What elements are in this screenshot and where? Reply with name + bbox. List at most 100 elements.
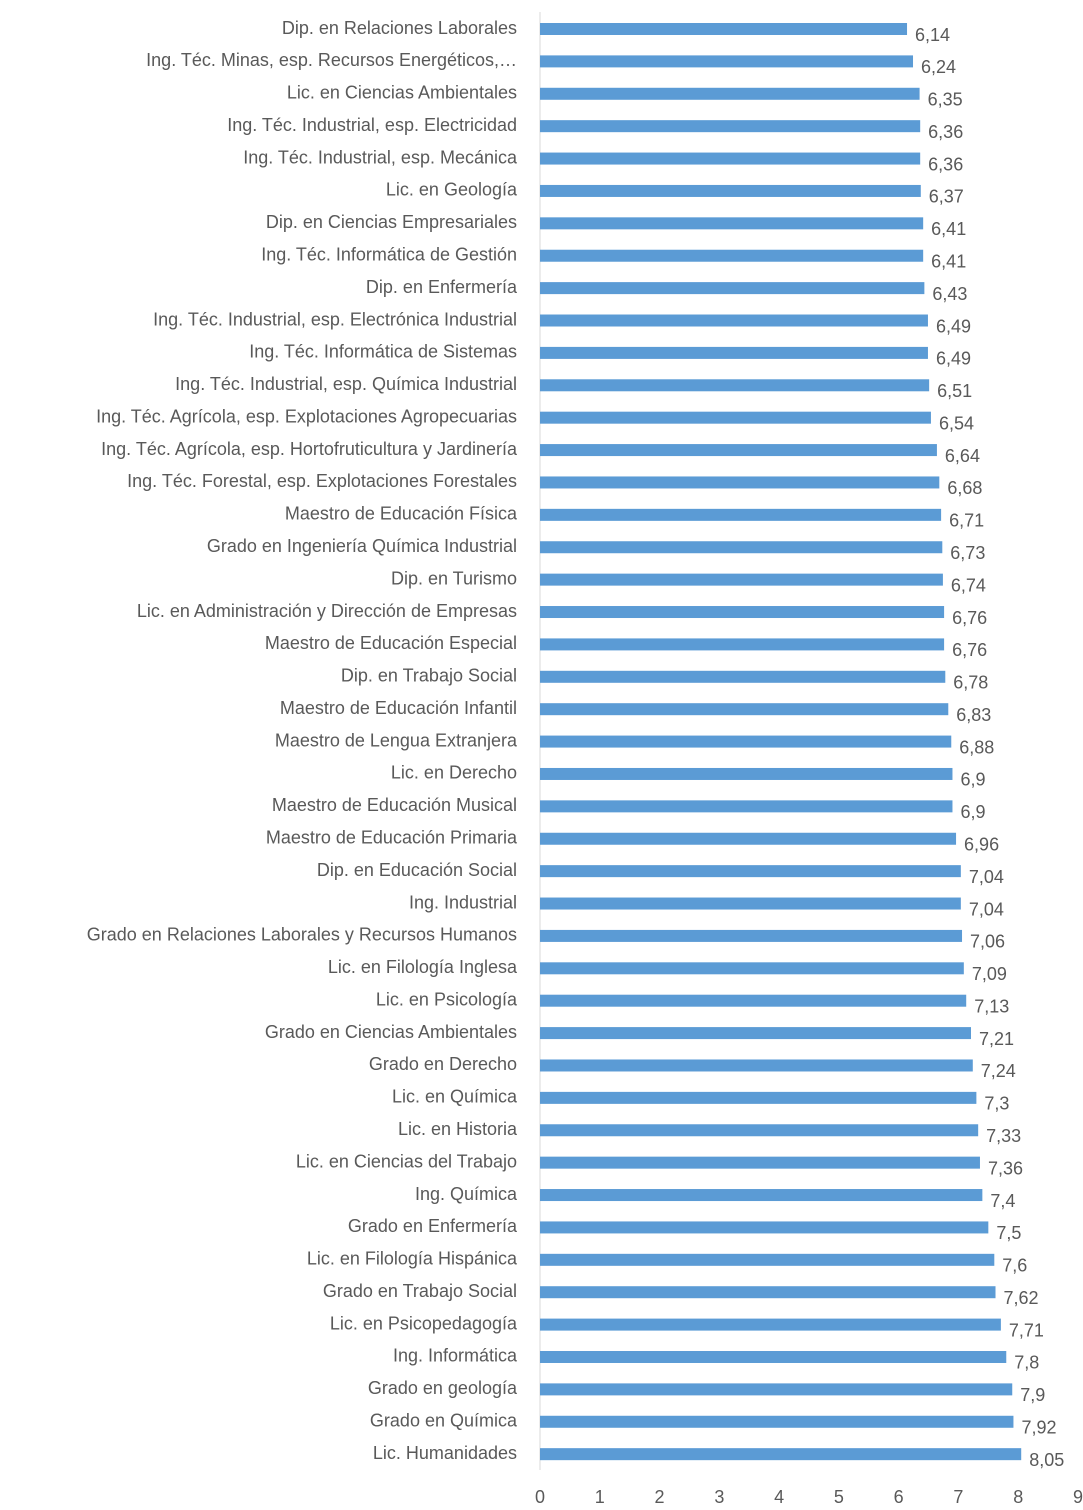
y-tick-label: Grado en Trabajo Social: [323, 1281, 517, 1301]
y-tick-label: Ing. Téc. Industrial, esp. Mecánica: [243, 147, 518, 167]
y-tick-label: Maestro de Educación Especial: [265, 633, 517, 653]
bar: [540, 249, 924, 262]
bar: [540, 735, 952, 748]
value-label: 7,36: [988, 1158, 1023, 1178]
value-label: 7,24: [981, 1061, 1016, 1081]
y-tick-label: Grado en Enfermería: [348, 1216, 518, 1236]
y-tick-label: Lic. en Química: [392, 1087, 518, 1107]
y-tick-label: Ing. Téc. Industrial, esp. Química Indus…: [175, 374, 517, 394]
value-label: 6,76: [952, 640, 987, 660]
value-label: 6,49: [936, 349, 971, 369]
y-tick-label: Grado en geología: [368, 1378, 518, 1398]
bar: [540, 217, 924, 230]
bar: [540, 767, 953, 780]
bar: [540, 1350, 1007, 1363]
bar: [540, 55, 914, 68]
value-label: 6,64: [945, 446, 980, 466]
value-label: 7,06: [970, 932, 1005, 952]
bar: [540, 865, 961, 878]
value-label: 6,35: [928, 90, 963, 110]
bar: [540, 1091, 977, 1104]
y-tick-label: Lic. en Derecho: [391, 763, 517, 783]
bar: [540, 832, 957, 845]
y-tick-label: Dip. en Relaciones Laborales: [282, 18, 517, 38]
x-tick-label: 6: [894, 1487, 904, 1507]
value-label: 6,41: [931, 251, 966, 271]
bar: [540, 1253, 995, 1266]
value-label: 7,8: [1014, 1353, 1039, 1373]
bar: [540, 346, 928, 359]
y-tick-label: Ing. Téc. Forestal, esp. Explotaciones F…: [127, 471, 517, 491]
x-tick-label: 5: [834, 1487, 844, 1507]
bar: [540, 379, 930, 392]
value-label: 6,83: [956, 705, 991, 725]
value-label: 6,49: [936, 316, 971, 336]
value-label: 7,71: [1009, 1320, 1044, 1340]
y-tick-label: Grado en Ingeniería Química Industrial: [207, 536, 517, 556]
y-tick-label: Ing. Téc. Agrícola, esp. Hortofruticultu…: [101, 439, 518, 459]
value-label: 7,04: [969, 867, 1004, 887]
bar: [540, 1027, 971, 1040]
bar: [540, 897, 961, 910]
y-tick-label: Dip. en Turismo: [391, 568, 517, 588]
y-tick-label: Grado en Relaciones Laborales y Recursos…: [87, 925, 517, 945]
y-tick-label: Lic. en Ciencias Ambientales: [287, 83, 517, 103]
x-tick-label: 3: [714, 1487, 724, 1507]
y-tick-label: Ing. Téc. Minas, esp. Recursos Energétic…: [146, 50, 517, 70]
y-tick-label: Lic. en Psicología: [376, 989, 518, 1009]
y-tick-label: Lic. Humanidades: [373, 1443, 517, 1463]
bar: [540, 1286, 996, 1299]
bar: [540, 1124, 979, 1137]
x-tick-label: 8: [1013, 1487, 1023, 1507]
bar: [540, 800, 953, 813]
y-tick-label: Ing. Industrial: [409, 892, 517, 912]
y-tick-label: Grado en Derecho: [369, 1054, 517, 1074]
value-label: 7,4: [990, 1191, 1015, 1211]
value-label: 6,71: [949, 511, 984, 531]
value-label: 7,9: [1020, 1385, 1045, 1405]
y-tick-label: Lic. en Psicopedagogía: [330, 1313, 518, 1333]
bar: [540, 1156, 980, 1169]
y-tick-label: Lic. en Filología Inglesa: [328, 957, 518, 977]
value-label: 6,96: [964, 835, 999, 855]
value-label: 7,3: [984, 1094, 1009, 1114]
bar: [540, 282, 925, 295]
y-tick-label: Dip. en Ciencias Empresariales: [266, 212, 517, 232]
bar: [540, 1189, 983, 1202]
x-tick-label: 7: [953, 1487, 963, 1507]
bar: [540, 23, 908, 35]
y-tick-label: Ing. Informática: [393, 1346, 518, 1366]
value-label: 6,9: [960, 802, 985, 822]
value-label: 7,04: [969, 899, 1004, 919]
bar: [540, 476, 940, 489]
y-tick-label: Grado en Química: [370, 1411, 518, 1431]
bar: [540, 1415, 1014, 1428]
value-label: 6,54: [939, 413, 974, 433]
y-tick-label: Dip. en Educación Social: [317, 860, 517, 880]
bar: [540, 1221, 989, 1234]
value-label: 6,9: [960, 770, 985, 790]
value-label: 6,36: [928, 122, 963, 142]
y-tick-label: Maestro de Educación Primaria: [266, 828, 518, 848]
value-label: 6,76: [952, 608, 987, 628]
value-label: 6,37: [929, 187, 964, 207]
y-tick-label: Lic. en Administración y Dirección de Em…: [137, 601, 517, 621]
value-label: 6,36: [928, 154, 963, 174]
bar: [540, 1318, 1001, 1331]
y-tick-label: Dip. en Trabajo Social: [341, 666, 517, 686]
y-tick-label: Lic. en Historia: [398, 1119, 518, 1139]
value-label: 7,21: [979, 1029, 1014, 1049]
x-tick-label: 1: [595, 1487, 605, 1507]
y-tick-label: Dip. en Enfermería: [366, 277, 518, 297]
bar: [540, 573, 943, 586]
bar: [540, 1448, 1022, 1461]
value-label: 7,13: [974, 996, 1009, 1016]
value-label: 6,68: [947, 478, 982, 498]
value-label: 7,92: [1021, 1418, 1056, 1438]
bar: [540, 606, 945, 619]
value-label: 7,5: [996, 1223, 1021, 1243]
y-tick-label: Ing. Téc. Informática de Gestión: [261, 244, 517, 264]
value-label: 6,88: [959, 737, 994, 757]
bar: [540, 541, 943, 554]
bar: [540, 670, 946, 683]
